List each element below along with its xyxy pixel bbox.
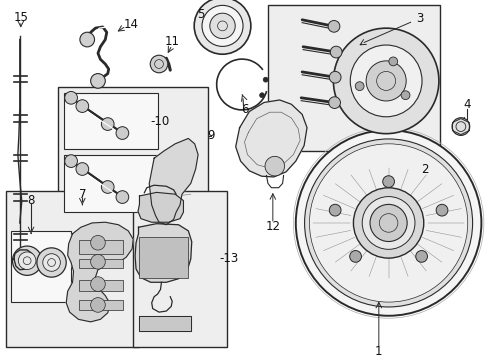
Circle shape (382, 176, 394, 188)
Bar (58, 87, 207, 262)
Text: 7: 7 (79, 188, 86, 201)
Polygon shape (139, 316, 190, 331)
Bar (63, 93, 157, 149)
Text: 9: 9 (207, 130, 215, 143)
Text: 1: 1 (374, 345, 382, 358)
Circle shape (76, 100, 88, 112)
Circle shape (388, 57, 397, 66)
Circle shape (333, 28, 438, 134)
Circle shape (101, 181, 114, 193)
Bar (79, 280, 123, 291)
Circle shape (304, 139, 471, 307)
Circle shape (209, 13, 235, 39)
Circle shape (194, 0, 250, 54)
Circle shape (435, 204, 447, 216)
Bar (79, 300, 123, 310)
Circle shape (349, 251, 361, 262)
Text: -10: -10 (151, 177, 170, 190)
Circle shape (13, 246, 41, 275)
Circle shape (264, 156, 284, 176)
Circle shape (263, 77, 267, 82)
Text: 15: 15 (13, 11, 28, 24)
Circle shape (355, 82, 363, 90)
Circle shape (353, 188, 423, 258)
Polygon shape (138, 192, 183, 222)
Circle shape (64, 155, 77, 167)
Circle shape (328, 97, 340, 108)
Circle shape (451, 118, 468, 135)
Circle shape (76, 163, 88, 175)
Text: 8: 8 (27, 194, 35, 207)
Circle shape (327, 21, 339, 32)
Circle shape (400, 91, 409, 100)
Circle shape (64, 91, 77, 104)
Circle shape (415, 251, 427, 262)
Bar (11, 231, 71, 302)
Text: 4: 4 (463, 98, 470, 111)
Text: 3: 3 (416, 12, 423, 25)
Circle shape (309, 144, 467, 302)
Text: -10: -10 (151, 115, 170, 128)
Bar (79, 259, 123, 268)
Bar (139, 237, 188, 278)
Polygon shape (66, 222, 133, 322)
Bar (6, 190, 139, 347)
Circle shape (101, 118, 114, 130)
Circle shape (369, 204, 407, 242)
Text: 11: 11 (164, 35, 180, 48)
Circle shape (116, 127, 128, 139)
Circle shape (90, 298, 105, 312)
Text: 2: 2 (421, 163, 428, 176)
Polygon shape (135, 224, 191, 282)
Circle shape (116, 191, 128, 203)
Circle shape (295, 130, 480, 316)
Circle shape (19, 252, 36, 270)
Circle shape (202, 5, 243, 46)
Bar (63, 156, 157, 212)
Circle shape (90, 235, 105, 250)
Bar (79, 240, 123, 253)
Text: 12: 12 (265, 220, 280, 233)
Circle shape (259, 93, 264, 98)
Circle shape (150, 55, 167, 73)
Circle shape (90, 73, 105, 88)
Bar (267, 5, 439, 151)
Circle shape (329, 46, 341, 58)
Circle shape (349, 45, 421, 117)
Text: -13: -13 (219, 252, 238, 265)
Bar (133, 190, 227, 347)
Circle shape (328, 204, 340, 216)
Circle shape (42, 254, 60, 271)
Circle shape (37, 248, 66, 277)
Text: 6: 6 (240, 103, 248, 116)
Circle shape (362, 197, 414, 249)
Text: 14: 14 (123, 18, 139, 31)
Circle shape (90, 255, 105, 269)
Polygon shape (149, 139, 198, 225)
Circle shape (328, 71, 340, 83)
Text: 5: 5 (197, 8, 204, 21)
Polygon shape (235, 100, 306, 177)
Circle shape (80, 32, 94, 47)
Circle shape (366, 61, 406, 101)
Circle shape (90, 277, 105, 291)
